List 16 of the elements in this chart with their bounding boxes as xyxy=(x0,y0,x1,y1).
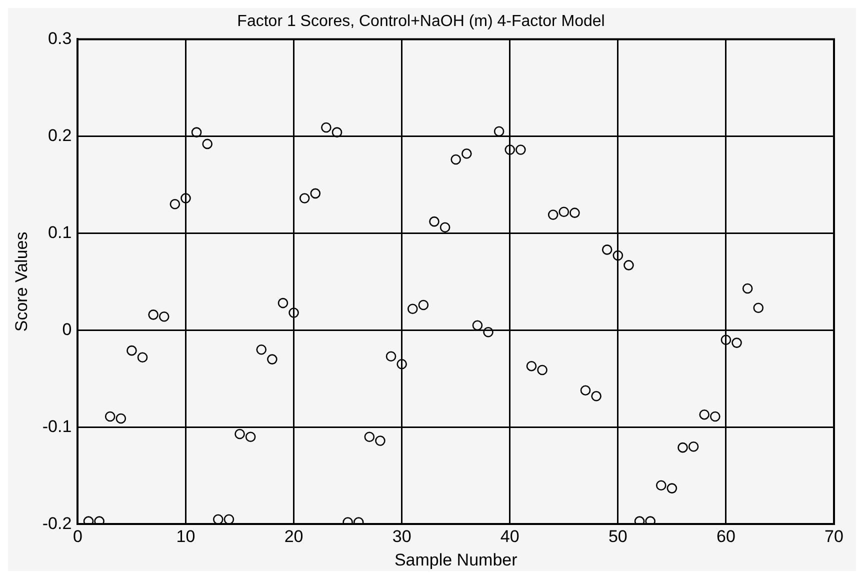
x-tick-label: 70 xyxy=(824,527,844,546)
x-tick-label: 60 xyxy=(716,527,736,546)
y-tick-label: 0.3 xyxy=(48,28,72,48)
x-tick-label: 40 xyxy=(500,527,520,546)
x-tick-label: 10 xyxy=(176,527,196,546)
y-tick-label: 0.2 xyxy=(48,126,72,145)
x-tick-label: 50 xyxy=(608,527,628,546)
chart-title: Factor 1 Scores, Control+NaOH (m) 4-Factor Model xyxy=(237,13,605,30)
x-axis-title: Sample Number xyxy=(394,550,518,570)
y-tick-label: 0.1 xyxy=(48,222,72,242)
x-tick-label: 30 xyxy=(392,527,412,546)
y-axis-title: Score Values xyxy=(12,232,31,332)
y-tick-label: 0 xyxy=(62,320,72,339)
y-tick-label: -0.1 xyxy=(42,416,72,436)
x-tick-label: 20 xyxy=(284,527,304,546)
y-tick-label: -0.2 xyxy=(42,514,72,533)
